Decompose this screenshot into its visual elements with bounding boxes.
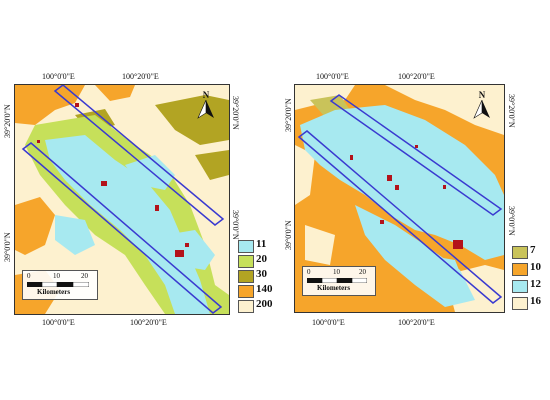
left-legend-swatch-200 [238,300,254,313]
north-arrow-icon [197,99,214,119]
left-legend-swatch-20 [238,255,254,268]
right-legend-swatch-10 [512,263,528,276]
right-legend-label: 12 [530,278,541,290]
right-landcover-raster [295,85,504,312]
left-scale-tick-20: 20 [81,272,88,280]
right-transect-lower [297,130,503,304]
left-legend-label: 140 [256,283,273,295]
left-right-lat-1: 39°20'0"N [231,96,240,130]
left-map-frame [14,84,230,315]
north-arrow-icon [473,99,490,119]
right-right-lat-2: 39°0'0"N [507,206,516,236]
right-left-lat-2: 39°0'0"N [284,220,293,250]
left-scale-tick-0: 0 [27,272,31,280]
left-bottom-lon-2: 100°20'0"E [130,318,167,327]
right-scale-tick-0: 0 [307,268,311,276]
left-legend-label: 30 [256,268,267,280]
right-scale-unit: Kilometers [317,284,351,292]
left-top-lon-1: 100°0'0"E [42,72,75,81]
left-legend-label: 200 [256,298,273,310]
right-right-lat-1: 39°20'0"N [507,94,516,128]
right-bottom-lon-1: 100°0'0"E [312,318,345,327]
left-legend-swatch-140 [238,285,254,298]
left-legend-swatch-30 [238,270,254,283]
right-scale-bar-graphic [307,278,367,283]
left-scale-bar: 0 10 20 Kilometers [22,270,98,300]
left-transect-upper [53,85,225,226]
right-transect-upper [329,94,503,216]
right-legend-label: 10 [530,261,541,273]
left-north-arrow: N [196,90,216,122]
left-legend-swatch-11 [238,240,254,253]
right-bottom-lon-2: 100°20'0"E [398,318,435,327]
left-scale-tick-10: 10 [53,272,60,280]
right-scale-bar: 0 10 20 Kilometers [302,266,376,296]
right-north-arrow: N [472,90,492,122]
left-bottom-lon-1: 100°0'0"E [42,318,75,327]
left-scale-bar-graphic [27,282,89,287]
right-legend-swatch-7 [512,246,528,259]
right-scale-tick-20: 20 [359,268,366,276]
left-landcover-raster [15,85,229,314]
left-left-lat-2: 39°0'0"N [3,232,12,262]
right-legend-swatch-12 [512,280,528,293]
right-map-frame [294,84,505,313]
right-scale-tick-10: 10 [333,268,340,276]
left-legend-label: 20 [256,253,267,265]
right-legend-label: 7 [530,244,536,256]
left-left-lat-1: 39°20'0"N [3,104,12,138]
right-legend-swatch-16 [512,297,528,310]
left-right-lat-2: 39°0'0"N [231,210,240,240]
right-top-lon-2: 100°20'0"E [398,72,435,81]
right-legend-label: 16 [530,295,541,307]
left-north-label: N [202,90,210,100]
right-top-lon-1: 100°0'0"E [316,72,349,81]
left-transect-lower [21,142,223,314]
left-top-lon-2: 100°20'0"E [122,72,159,81]
right-north-label: N [478,90,486,100]
left-scale-unit: Kilometers [37,288,71,296]
right-left-lat-1: 39°20'0"N [284,98,293,132]
left-legend-label: 11 [256,238,267,250]
